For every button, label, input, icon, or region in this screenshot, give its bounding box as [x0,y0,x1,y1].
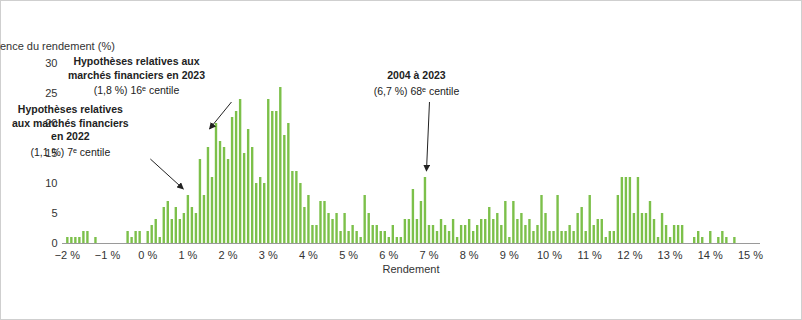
svg-text:14 %: 14 % [698,249,723,261]
svg-text:5: 5 [51,207,57,219]
svg-text:30: 30 [45,57,57,69]
svg-text:11 %: 11 % [578,249,602,261]
svg-text:9 %: 9 % [500,249,519,261]
svg-text:1 %: 1 % [178,249,197,261]
svg-text:0 %: 0 % [138,249,157,261]
svg-text:−2 %: −2 % [55,249,81,261]
svg-text:2004 à 2023: 2004 à 2023 [387,69,446,81]
svg-text:Hypothèses relatives aux: Hypothèses relatives aux [73,55,199,67]
svg-text:5 %: 5 % [339,249,358,261]
svg-text:(1,1 %) 7ᵉ centile: (1,1 %) 7ᵉ centile [30,146,110,158]
svg-text:Hypothèses relatives: Hypothèses relatives [18,103,123,115]
svg-text:13 %: 13 % [658,249,683,261]
svg-text:(6,7 %) 68ᵉ centile: (6,7 %) 68ᵉ centile [374,85,460,97]
svg-text:25: 25 [45,87,57,99]
svg-text:8 %: 8 % [460,249,479,261]
svg-text:3 %: 3 % [259,249,278,261]
svg-text:12 %: 12 % [617,249,642,261]
svg-text:(1,8 %) 16ᵉ centile: (1,8 %) 16ᵉ centile [94,84,180,96]
svg-text:en 2022: en 2022 [51,130,90,142]
svg-text:0: 0 [51,237,57,249]
svg-text:4 %: 4 % [299,249,318,261]
svg-text:7 %: 7 % [419,249,438,261]
svg-text:15 %: 15 % [738,249,763,261]
svg-text:Fréquence du rendement (%): Fréquence du rendement (%) [0,40,115,52]
svg-text:10 %: 10 % [537,249,562,261]
svg-text:−1 %: −1 % [95,249,121,261]
svg-text:aux marchés financiers: aux marchés financiers [12,117,129,129]
svg-text:marchés financiers en 2023: marchés financiers en 2023 [68,69,205,81]
svg-text:Rendement: Rendement [383,263,440,275]
svg-text:2 %: 2 % [219,249,238,261]
svg-text:10: 10 [45,177,57,189]
svg-text:6 %: 6 % [379,249,398,261]
